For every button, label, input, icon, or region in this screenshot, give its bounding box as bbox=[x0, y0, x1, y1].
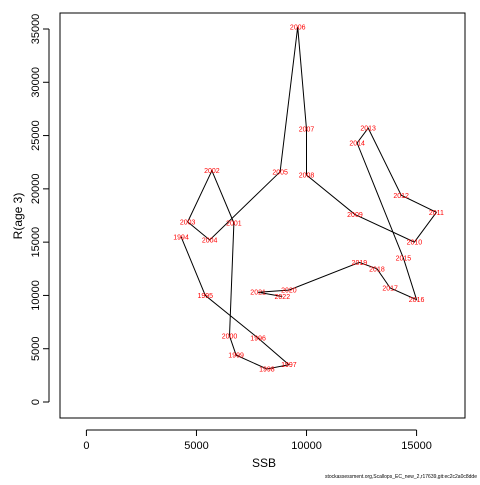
point-label-1996: 1996 bbox=[250, 336, 266, 343]
y-tick-label: 20000 bbox=[30, 174, 42, 205]
point-label-1997: 1997 bbox=[281, 362, 297, 369]
point-label-2018: 2018 bbox=[369, 266, 385, 273]
point-label-1995: 1995 bbox=[197, 293, 213, 300]
point-label-2013: 2013 bbox=[360, 126, 376, 133]
x-axis: 0 5000 10000 15000 bbox=[83, 429, 432, 452]
point-label-2008: 2008 bbox=[299, 173, 315, 180]
point-label-2000: 2000 bbox=[222, 333, 238, 340]
x-axis-title: SSB bbox=[252, 456, 276, 470]
y-axis-title: R(age 3) bbox=[11, 193, 25, 240]
y-tick-label: 30000 bbox=[30, 67, 42, 98]
point-label-2020: 2020 bbox=[281, 288, 297, 295]
point-label-2015: 2015 bbox=[396, 256, 412, 263]
y-tick-label: 5000 bbox=[30, 336, 42, 360]
point-label-2006: 2006 bbox=[290, 24, 306, 31]
point-label-2003: 2003 bbox=[180, 219, 196, 226]
point-label-1998: 1998 bbox=[259, 366, 275, 373]
point-label-2001: 2001 bbox=[226, 220, 242, 227]
point-label-2017: 2017 bbox=[382, 285, 398, 292]
x-tick-label: 0 bbox=[83, 440, 89, 452]
point-label-1999: 1999 bbox=[228, 353, 244, 360]
point-label-2005: 2005 bbox=[272, 169, 288, 176]
point-label-2007: 2007 bbox=[299, 127, 315, 134]
y-axis: 0 5000 10000 15000 20000 25000 30000 35000 bbox=[30, 14, 50, 405]
point-label-2019: 2019 bbox=[352, 260, 368, 267]
point-label-2004: 2004 bbox=[202, 238, 218, 245]
footer-note: stockassessment.org,Scallops_EC_new_2,r1… bbox=[325, 474, 477, 480]
x-tick-label: 5000 bbox=[184, 440, 208, 452]
y-tick-label: 0 bbox=[30, 399, 42, 405]
point-label-2011: 2011 bbox=[429, 210, 444, 217]
point-label-2014: 2014 bbox=[349, 141, 365, 148]
y-tick-label: 15000 bbox=[30, 227, 42, 258]
point-label-group: 1994 1995 1996 1997 1998 1999 2000 2001 2002 2003… bbox=[173, 24, 444, 373]
point-label-2021: 2021 bbox=[250, 290, 266, 297]
series-line bbox=[180, 26, 438, 370]
point-label-2009: 2009 bbox=[347, 212, 363, 219]
y-tick-label: 25000 bbox=[30, 120, 42, 151]
point-label-2016: 2016 bbox=[409, 297, 425, 304]
point-label-2002: 2002 bbox=[204, 168, 220, 175]
point-label-1994: 1994 bbox=[173, 234, 189, 241]
point-label-2010: 2010 bbox=[407, 240, 423, 247]
y-tick-label: 35000 bbox=[30, 14, 42, 45]
x-tick-label: 10000 bbox=[291, 440, 322, 452]
y-tick-label: 10000 bbox=[30, 280, 42, 311]
point-label-2022: 2022 bbox=[275, 294, 291, 301]
point-label-2012: 2012 bbox=[393, 193, 409, 200]
x-tick-label: 15000 bbox=[401, 440, 432, 452]
plot-frame bbox=[59, 12, 466, 419]
series-path-group bbox=[180, 26, 438, 370]
